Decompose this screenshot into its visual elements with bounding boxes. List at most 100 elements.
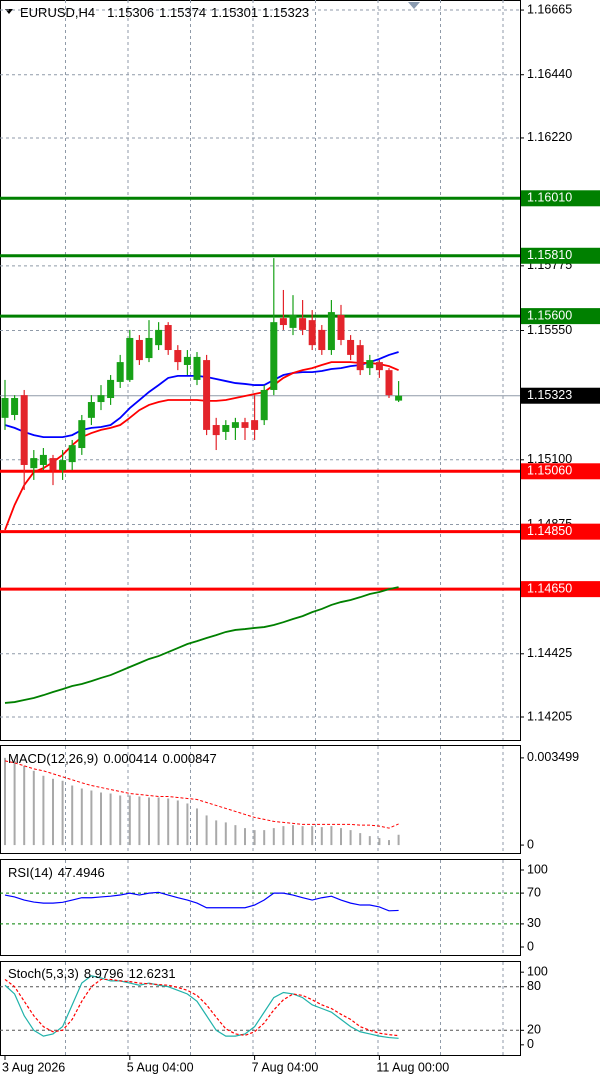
candle-body [318, 329, 326, 351]
candle-body [116, 362, 124, 382]
candle-body [375, 362, 383, 371]
histogram-bar [61, 780, 64, 846]
histogram-bar [330, 826, 333, 846]
candle-body [395, 395, 403, 401]
header-value: MACD(12,26,9) [8, 751, 98, 766]
histogram-bar [100, 792, 102, 846]
histogram-bar [4, 757, 6, 846]
candle-body [11, 398, 19, 415]
last-price-box [521, 387, 600, 404]
indicator-line [4, 978, 399, 1037]
x-tick-label: 5 Aug 04:00 [127, 1060, 194, 1074]
histogram-bar [292, 825, 294, 846]
histogram-bar [301, 826, 304, 846]
candle-body [107, 379, 115, 399]
histogram-bar [196, 808, 198, 846]
panel-header: EURUSD,H4 1.15306 1.15374 1.15301 1.15323 [20, 5, 309, 20]
main-panel-frame [0, 0, 521, 741]
histogram-bar [368, 836, 371, 846]
candle-body [260, 389, 268, 421]
vertical-grid [65, 0, 504, 1055]
candle-body [327, 312, 335, 351]
indicator-line [4, 760, 399, 829]
histogram-bar [42, 775, 45, 846]
header-value: 0.000414 [103, 751, 157, 766]
header-value: 1.15301 [211, 5, 258, 20]
y-tick-label: 0 [527, 1037, 534, 1051]
histogram-bar [253, 830, 256, 846]
candle-body [251, 420, 259, 430]
y-tick-label: 1.16220 [527, 130, 572, 144]
histogram-bar [32, 770, 35, 846]
y-tick-label: 1.15100 [527, 452, 572, 466]
histogram-bar [157, 797, 160, 846]
candle-body [203, 360, 211, 430]
candle-body [164, 325, 172, 351]
candle-body [183, 356, 191, 365]
histogram-bar [186, 803, 189, 846]
candle-body [155, 329, 163, 346]
candle-body [20, 395, 28, 465]
y-tick-label: 20 [527, 1023, 541, 1037]
candle-body [145, 337, 153, 359]
histogram-bar [80, 788, 83, 846]
candle-body [87, 402, 95, 418]
y-tick-label: 100 [527, 862, 548, 876]
y-tick-label: 100 [527, 964, 548, 978]
candle-body [347, 339, 355, 355]
candle-body [212, 425, 220, 436]
candle-body [241, 422, 249, 428]
indicator-line [4, 586, 399, 704]
indicator-line [4, 975, 399, 1039]
histogram-bar [282, 826, 285, 846]
panel-header: MACD(12,26,9) 0.000414 0.000847 [8, 751, 217, 766]
histogram-bar [359, 833, 362, 846]
y-tick-label: 80 [527, 979, 541, 993]
panel-header: RSI(14) 47.4946 [8, 865, 105, 880]
header-value: 12.6231 [129, 966, 176, 981]
candle-body [299, 318, 307, 330]
header-value: 0.000847 [163, 751, 217, 766]
x-tick-label: 3 Aug 2026 [2, 1060, 65, 1074]
histogram-bar [397, 834, 400, 846]
candle-body [30, 458, 38, 469]
x-tick-label: 7 Aug 04:00 [252, 1060, 319, 1074]
level-label-box [521, 247, 600, 264]
indicator-line [4, 891, 399, 912]
y-tick-label: 1.16440 [527, 67, 572, 81]
histogram-bar [128, 795, 131, 846]
candle-body [289, 314, 297, 328]
histogram-bar [378, 838, 381, 846]
candle-body [78, 420, 86, 449]
header-value: Stoch(5,3,3) [8, 966, 79, 981]
header-value: 47.4946 [58, 865, 105, 880]
y-tick-label: 0 [527, 837, 534, 851]
candle-body [193, 356, 201, 380]
level-label: 1.15600 [527, 308, 572, 322]
candle-body [39, 454, 47, 465]
histogram-bar [234, 825, 237, 846]
histogram-bar [272, 828, 275, 846]
x-tick-label: 11 Aug 00:00 [376, 1060, 449, 1074]
level-label: 1.14850 [527, 524, 572, 538]
histogram-bar [71, 785, 74, 846]
level-label-box [521, 308, 600, 325]
histogram-bar [263, 830, 266, 846]
header-value: 1.15306 [107, 5, 154, 20]
macd-panel-frame [0, 745, 521, 854]
y-tick-label: 1.16665 [527, 2, 572, 16]
panel-header: Stoch(5,3,3) 8.9796 12.6231 [8, 966, 176, 981]
y-tick-label: 1.14205 [527, 709, 572, 723]
candle-body [97, 395, 105, 403]
level-label-box [521, 523, 600, 540]
histogram-bar [23, 765, 26, 846]
level-label-box [521, 463, 600, 480]
candle-body [59, 460, 67, 471]
candle-body [337, 314, 345, 340]
level-label-box [521, 581, 600, 598]
histogram-bar [138, 796, 141, 846]
y-tick-label: 0.003499 [527, 750, 579, 764]
histogram-bar [90, 790, 93, 846]
